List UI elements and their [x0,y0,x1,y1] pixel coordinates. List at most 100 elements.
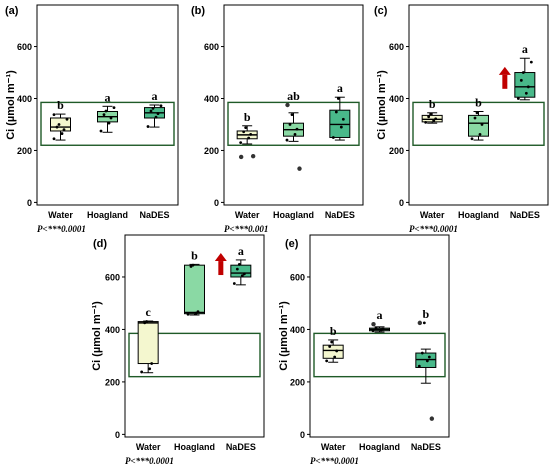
data-point [148,367,152,371]
data-point [237,262,241,266]
panel-label: (a) [5,5,19,17]
box-nades: a [514,42,536,101]
data-point [420,351,424,355]
data-point [519,78,523,82]
x-tick-label: Hoagland [359,442,400,452]
data-point [104,109,108,113]
significance-letter: a [337,81,343,95]
data-point [526,85,530,89]
significance-letter: a [152,89,158,103]
x-tick-label: NaDES [226,442,256,452]
p-value: P<***0.0001 [125,456,174,464]
panel-0: (a) 0 200 400 600 Ci (µmol m⁻¹) Water Hoagland N… [5,4,179,234]
data-point [478,132,482,136]
data-point [191,263,195,267]
data-point [432,119,436,122]
data-point [427,355,431,359]
box-nades: a [329,81,351,141]
significance-letter: b [330,324,337,338]
p-value: P<***0.001 [224,224,268,234]
data-point [239,141,243,145]
outlier-point [285,102,290,108]
data-point [325,359,329,363]
data-point [295,127,299,131]
data-point [109,116,113,120]
data-point [52,113,56,117]
y-tick-label: 600 [204,42,219,52]
y-tick-label: 400 [389,94,404,104]
data-point [335,349,339,353]
data-point [381,327,385,331]
plot-frame [408,4,549,206]
data-point [232,282,236,285]
significance-letter: b [57,98,64,112]
x-tick-label: Hoagland [87,210,128,220]
data-point [60,132,64,135]
box-body [468,114,489,137]
data-point [293,132,297,136]
data-point [242,272,246,276]
reference-rect [227,101,360,146]
data-point [240,274,244,278]
panel-label: (c) [374,5,388,17]
y-tick-label: 400 [17,94,32,104]
box-hoagland: ab [283,89,304,171]
plot-frame [36,4,179,206]
x-tick-label: Hoagland [458,210,499,220]
data-point [524,91,528,95]
significance-letter: a [377,308,383,322]
panel-label: (b) [191,5,205,17]
outlier-point [429,416,435,421]
outlier-point [238,154,244,160]
x-tick-label: Water [136,442,161,452]
box-hoagland: b [468,95,489,141]
data-point [285,138,289,142]
box-water: c [137,305,159,374]
data-point [242,130,246,134]
data-point [159,104,163,108]
plot-frame [309,234,450,438]
box-nades: a [144,89,165,128]
box-body [230,264,252,278]
data-point [150,362,154,365]
data-point [194,311,198,315]
panel-3: (d) 0 200 400 600 Ci (µmol m⁻¹) Water Hoagland N… [91,234,265,464]
data-point [62,128,66,132]
x-tick-label: NaDES [139,210,169,220]
panel-4: (e) 0 200 400 600 Ci (µmol m⁻¹) Water Hoagland N… [278,234,450,464]
x-tick-label: Hoagland [273,210,314,220]
significance-letter: a [105,90,111,104]
y-tick-label: 400 [290,325,305,335]
data-point [107,121,111,125]
data-point [99,129,103,133]
data-point [529,60,533,64]
data-point [189,265,193,268]
data-point [154,115,158,119]
reference-rect [412,101,545,146]
reference-rect [40,101,175,146]
x-tick-label: NaDES [325,210,355,220]
data-point [145,320,149,323]
arrow-head [498,66,511,75]
x-tick-label: Water [321,442,346,452]
y-tick-label: 0 [214,198,219,208]
significance-letter: c [146,305,152,319]
box-water: b [236,110,258,160]
box-nades: b [415,307,437,421]
outlier-point [297,166,302,171]
y-tick-label: 600 [105,272,120,282]
data-point [143,321,147,325]
data-point [417,364,421,368]
box-body [322,344,344,359]
data-point [424,121,428,124]
panel-label: (d) [93,238,107,250]
plot-frame [124,234,265,438]
box-hoagland: a [97,90,118,133]
data-point [429,112,433,116]
p-value: P<***0.0001 [409,224,458,234]
data-point [475,111,479,115]
data-point [480,123,484,126]
significance-letter: b [244,110,251,124]
data-point [427,115,431,119]
